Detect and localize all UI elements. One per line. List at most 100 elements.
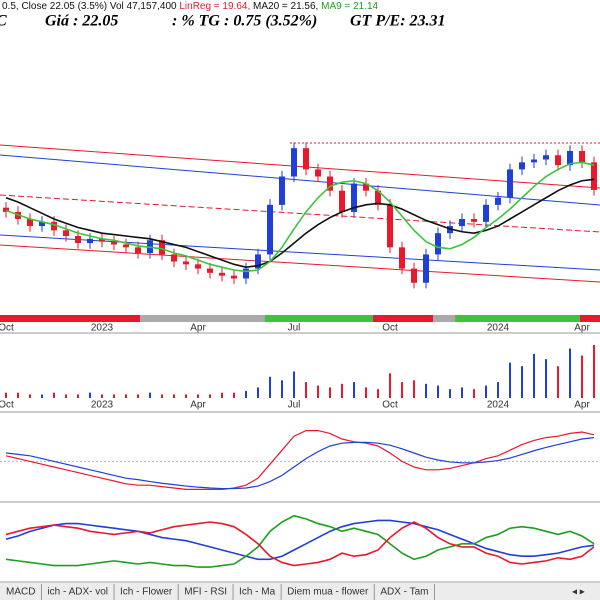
volume-bar bbox=[389, 373, 391, 398]
indicator-line bbox=[5, 430, 595, 490]
x-tick-label: 2024 bbox=[487, 400, 510, 411]
volume-bar bbox=[29, 394, 31, 398]
volume-bar bbox=[581, 355, 583, 398]
strip bbox=[433, 315, 455, 322]
volume-bar bbox=[353, 382, 355, 398]
volume-bar bbox=[485, 385, 487, 398]
volume-bar bbox=[173, 394, 175, 398]
volume-bar bbox=[521, 366, 523, 398]
volume-bar bbox=[221, 392, 223, 398]
channel-line bbox=[0, 144, 600, 189]
x-tick-label: 2024 bbox=[487, 323, 510, 334]
tab[interactable]: Ich - Flower bbox=[120, 587, 173, 598]
strip bbox=[0, 315, 140, 322]
candle-body bbox=[399, 247, 405, 269]
volume-bar bbox=[377, 389, 379, 398]
candle-body bbox=[291, 148, 297, 177]
volume-bar bbox=[557, 366, 559, 398]
channel-line bbox=[0, 154, 600, 206]
x-tick-label: Oct bbox=[382, 323, 398, 334]
volume-bar bbox=[77, 394, 79, 398]
x-tick-label: Jul bbox=[288, 400, 301, 411]
tab[interactable]: MACD bbox=[6, 587, 35, 598]
volume-bar bbox=[449, 389, 451, 398]
volume-bar bbox=[545, 359, 547, 398]
volume-bar bbox=[185, 394, 187, 398]
volume-bar bbox=[401, 382, 403, 398]
tab[interactable]: MFI - RSI bbox=[184, 587, 227, 598]
tab[interactable]: Diem mua - flower bbox=[287, 587, 369, 598]
candle-body bbox=[387, 204, 393, 248]
volume-bar bbox=[569, 348, 571, 398]
volume-bar bbox=[257, 387, 259, 398]
info-close: 0.5, Close 22.05 (3.5%) Vol 47,157,400 bbox=[2, 1, 179, 12]
candle-body bbox=[219, 272, 225, 276]
candle-body bbox=[315, 169, 321, 177]
volume-bar bbox=[365, 387, 367, 398]
candle-body bbox=[303, 148, 309, 170]
x-tick-label: Apr bbox=[190, 323, 206, 334]
volume-bar bbox=[41, 394, 43, 398]
volume-bar bbox=[5, 392, 7, 398]
tab[interactable]: Ich - Ma bbox=[239, 587, 276, 598]
info-line: 0.5, Close 22.05 (3.5%) Vol 47,157,400 L… bbox=[2, 1, 379, 12]
candle-body bbox=[339, 190, 345, 212]
candle-body bbox=[267, 204, 273, 255]
indicator-line bbox=[5, 521, 595, 567]
tab[interactable]: ich - ADX- vol bbox=[47, 587, 108, 598]
x-tick-label: 2023 bbox=[91, 323, 114, 334]
candle-body bbox=[543, 155, 549, 160]
x-tick-label: Oct bbox=[0, 400, 14, 411]
strip bbox=[580, 315, 600, 322]
candle-body bbox=[435, 233, 441, 255]
volume-bar bbox=[317, 385, 319, 398]
candle-body bbox=[279, 176, 285, 205]
volume-bar bbox=[437, 385, 439, 398]
volume-bar bbox=[461, 387, 463, 398]
volume-bar bbox=[245, 390, 247, 398]
x-tick-label: Oct bbox=[382, 400, 398, 411]
pe: GT P/E: 23.31 bbox=[350, 13, 446, 30]
volume-bar bbox=[305, 382, 307, 398]
volume-bar bbox=[125, 394, 127, 398]
strip bbox=[265, 315, 373, 322]
volume-bar bbox=[329, 387, 331, 398]
tab[interactable]: ADX - Tam bbox=[380, 587, 428, 598]
candle-body bbox=[111, 241, 117, 245]
candle-body bbox=[99, 238, 105, 242]
candle-body bbox=[183, 261, 189, 265]
candle-body bbox=[495, 197, 501, 205]
candle-body bbox=[531, 159, 537, 163]
x-tick-label: Apr bbox=[190, 400, 206, 411]
symbol: C bbox=[0, 13, 7, 30]
channel-line bbox=[0, 194, 600, 233]
candle-body bbox=[63, 230, 69, 236]
volume-bar bbox=[209, 394, 211, 398]
candle-body bbox=[327, 176, 333, 191]
volume-bar bbox=[293, 371, 295, 398]
candle-body bbox=[207, 268, 213, 273]
indicator-line bbox=[5, 161, 595, 273]
volume-bar bbox=[89, 392, 91, 398]
info-ma9: MA9 = 21.14 bbox=[318, 1, 378, 12]
x-tick-label: Apr bbox=[574, 400, 590, 411]
panel-frames bbox=[0, 332, 600, 583]
volume-bar bbox=[473, 389, 475, 398]
x-tick-label: Oct bbox=[0, 323, 14, 334]
volume-bar bbox=[533, 353, 535, 398]
channel-line bbox=[0, 244, 600, 283]
signal-strip bbox=[0, 315, 600, 322]
volume-bar bbox=[53, 392, 55, 398]
candle-body bbox=[555, 155, 561, 166]
candle-body bbox=[195, 264, 201, 269]
candle-body bbox=[459, 219, 465, 227]
candle-body bbox=[411, 268, 417, 283]
price: Giá : 22.05 bbox=[45, 13, 118, 30]
strip bbox=[140, 315, 265, 322]
volume-bar bbox=[593, 345, 595, 398]
candle-body bbox=[27, 219, 33, 227]
candle-body bbox=[135, 247, 141, 253]
tab-scroll[interactable]: ◂ ▸ bbox=[572, 587, 585, 598]
volume-bar bbox=[137, 394, 139, 398]
